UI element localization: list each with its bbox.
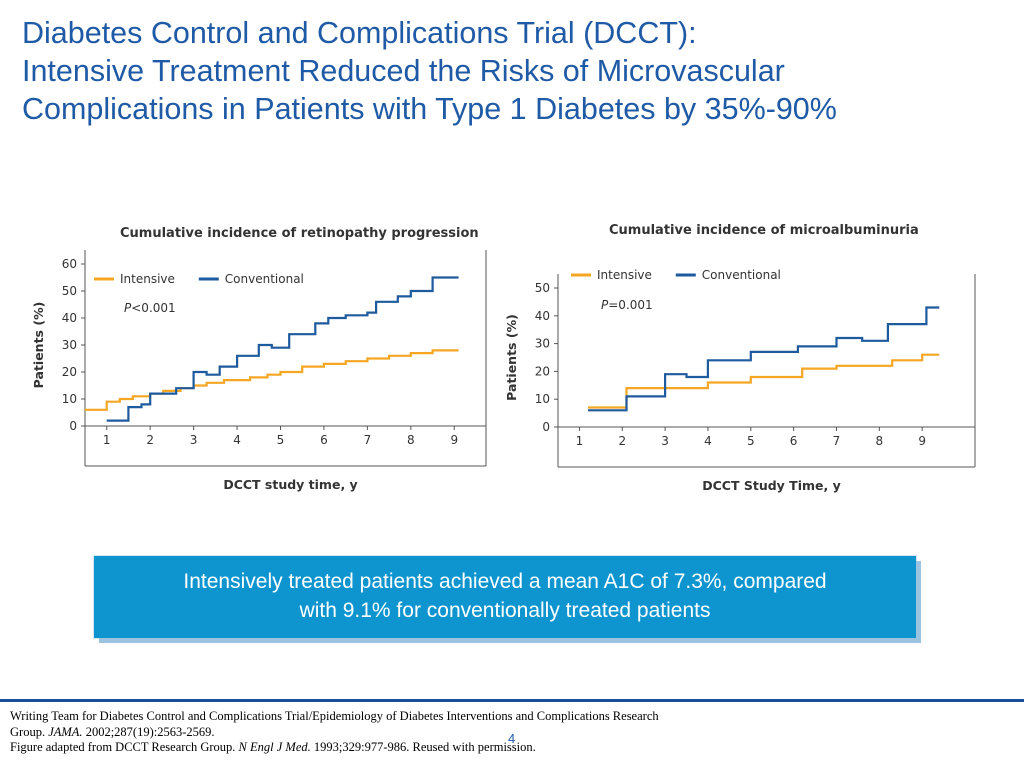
retinopathy-series-intensive-line (85, 349, 459, 411)
retinopathy-x-tick-label: 7 (364, 433, 372, 447)
microalbuminuria-x-tick-label: 5 (747, 434, 755, 448)
retinopathy-x-tick-label: 1 (103, 433, 111, 447)
retinopathy-y-tick-label: 50 (62, 284, 77, 298)
title-line-3: Complications in Patients with Type 1 Di… (22, 92, 837, 126)
footer-divider (0, 699, 1024, 702)
retinopathy-x-tick-label: 6 (320, 433, 328, 447)
citation-line-3-pre: Figure adapted from DCCT Research Group. (10, 740, 239, 754)
microalbuminuria-y-tick-label: 10 (535, 392, 550, 406)
microalbuminuria-y-tick-label: 30 (535, 337, 550, 351)
retinopathy-legend-label-intensive: Intensive (120, 272, 175, 286)
microalbuminuria-chart: Cumulative incidence of microalbuminuria… (504, 223, 976, 493)
microalbuminuria-series-intensive-line (588, 353, 940, 409)
microalbuminuria-x-tick-label: 7 (833, 434, 841, 448)
retinopathy-y-tick-label: 30 (62, 338, 77, 352)
citation-line-2-post: 2002;287(19):2563-2569. (82, 724, 215, 739)
microalbuminuria-y-tick-label: 50 (535, 281, 550, 295)
citation-journal-jama: JAMA. (48, 724, 83, 739)
microalbuminuria-y-tick-label: 0 (542, 420, 550, 434)
microalbuminuria-p-value-annotation: P=0.001 (601, 298, 653, 312)
citation-line-3: Figure adapted from DCCT Research Group.… (10, 740, 870, 756)
retinopathy-chart-panel: Cumulative incidence of retinopathy prog… (20, 210, 500, 500)
retinopathy-y-tick-label: 40 (62, 311, 77, 325)
retinopathy-x-tick-label: 3 (190, 433, 198, 447)
microalbuminuria-series-conventional-line (588, 306, 940, 412)
title-line-1: Diabetes Control and Complications Trial… (22, 16, 697, 50)
microalbuminuria-x-tick-label: 2 (618, 434, 626, 448)
microalbuminuria-x-tick-label: 3 (661, 434, 669, 448)
a1c-callout-box: Intensively treated patients achieved a … (94, 556, 916, 638)
page-number: 4 (508, 731, 516, 746)
microalbuminuria-x-tick-label: 4 (704, 434, 712, 448)
retinopathy-y-tick-label: 10 (62, 392, 77, 406)
retinopathy-y-axis-label: Patients (%) (31, 302, 46, 389)
citation-line-2: Group. JAMA. 2002;287(19):2563-2569. (10, 725, 870, 741)
microalbuminuria-legend-label-intensive: Intensive (597, 268, 652, 282)
retinopathy-x-tick-label: 4 (233, 433, 241, 447)
retinopathy-series-conventional-line (106, 276, 459, 422)
microalbuminuria-y-tick-label: 20 (535, 364, 550, 378)
microalbuminuria-legend-label-conventional: Conventional (702, 268, 781, 282)
microalbuminuria-y-axis-label: Patients (%) (504, 314, 519, 401)
retinopathy-x-tick-label: 8 (407, 433, 415, 447)
retinopathy-y-tick-label: 60 (62, 257, 77, 271)
retinopathy-x-tick-label: 2 (146, 433, 154, 447)
retinopathy-y-tick-label: 0 (69, 419, 77, 433)
citation-line-3-post: 1993;329:977-986. Reused with permission… (310, 740, 536, 754)
retinopathy-y-tick-label: 20 (62, 365, 77, 379)
callout-line-1: Intensively treated patients achieved a … (183, 570, 827, 593)
microalbuminuria-x-tick-label: 8 (875, 434, 883, 448)
retinopathy-legend-label-conventional: Conventional (225, 272, 304, 286)
retinopathy-p-value-annotation: P<0.001 (124, 301, 176, 315)
callout-line-2: with 9.1% for conventionally treated pat… (299, 599, 711, 622)
microalbuminuria-chart-title: Cumulative incidence of microalbuminuria (609, 223, 919, 238)
citation-journal-nejm: N Engl J Med. (238, 740, 311, 754)
citation-line-1: Writing Team for Diabetes Control and Co… (10, 709, 659, 723)
citation-line-2-pre: Group. (10, 724, 49, 739)
microalbuminuria-x-tick-label: 6 (790, 434, 798, 448)
retinopathy-chart-title: Cumulative incidence of retinopathy prog… (120, 226, 479, 241)
retinopathy-x-axis-label: DCCT study time, y (223, 477, 357, 492)
title-line-2: Intensive Treatment Reduced the Risks of… (22, 54, 785, 88)
microalbuminuria-x-axis-label: DCCT Study Time, y (702, 478, 841, 493)
citation-footer: Writing Team for Diabetes Control and Co… (10, 709, 870, 756)
retinopathy-chart: Cumulative incidence of retinopathy prog… (31, 226, 487, 492)
microalbuminuria-x-tick-label: 9 (918, 434, 926, 448)
retinopathy-x-tick-label: 9 (450, 433, 458, 447)
slide-title: Diabetes Control and Complications Trial… (22, 14, 1012, 128)
microalbuminuria-x-tick-label: 1 (576, 434, 584, 448)
retinopathy-x-tick-label: 5 (277, 433, 285, 447)
microalbuminuria-y-tick-label: 40 (535, 309, 550, 323)
microalbuminuria-chart-panel: Cumulative incidence of microalbuminuria… (497, 206, 977, 500)
